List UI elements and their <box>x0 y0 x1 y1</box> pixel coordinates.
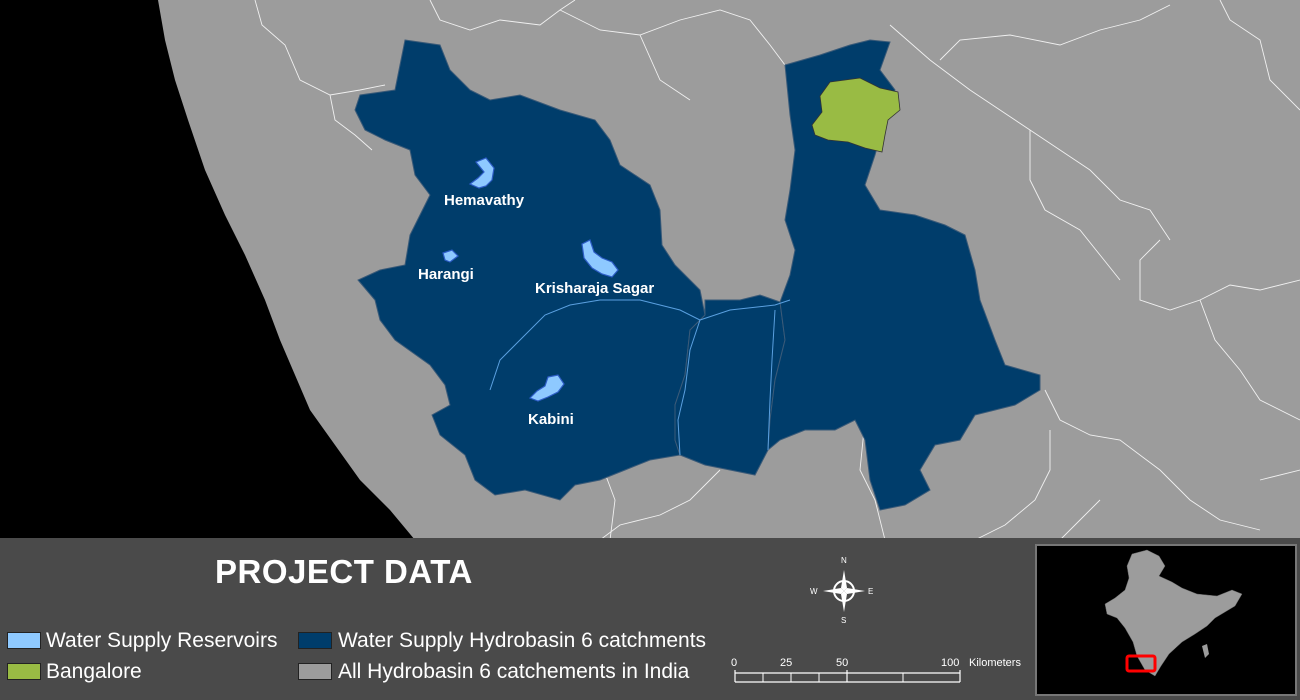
inset-map <box>1035 544 1297 696</box>
swatch-bangalore <box>7 663 41 680</box>
hydrobasin-boundaries <box>254 0 1300 540</box>
scale-unit: Kilometers <box>969 657 1021 669</box>
legend-catchments: Water Supply Hydrobasin 6 catchments <box>338 629 707 652</box>
label-krisharaja-sagar: Krisharaja Sagar <box>535 280 654 297</box>
main-map: Hemavathy Harangi Krisharaja Sagar Kabin… <box>158 0 1300 540</box>
water-supply-catchments <box>354 39 1041 511</box>
reservoir-harangi <box>442 249 459 263</box>
river <box>489 299 791 456</box>
scale-tick-25: 25 <box>780 657 792 669</box>
reservoir-hemavathy <box>468 157 495 189</box>
bangalore-area <box>811 77 901 153</box>
legend-reservoirs: Water Supply Reservoirs <box>46 629 278 652</box>
label-kabini: Kabini <box>528 411 574 428</box>
compass-s: S <box>841 616 846 625</box>
scale-tick-50: 50 <box>836 657 848 669</box>
scale-bar: 0 25 50 100 Kilometers <box>731 657 1021 683</box>
legend-bangalore: Bangalore <box>46 660 142 683</box>
reservoir-kabini <box>528 374 565 402</box>
reservoir-krisharaja-sagar <box>581 239 619 278</box>
scale-tick-100: 100 <box>941 657 959 669</box>
compass-e: E <box>868 587 873 596</box>
label-hemavathy: Hemavathy <box>444 192 525 209</box>
compass-w: W <box>810 587 818 596</box>
west-catchment <box>354 39 706 501</box>
india-outline <box>1104 549 1243 677</box>
middle-catchment <box>674 294 786 476</box>
swatch-catchments <box>298 632 332 649</box>
legend-title: PROJECT DATA <box>215 553 473 590</box>
swatch-reservoirs <box>7 632 41 649</box>
compass-icon: N S W E <box>810 556 873 625</box>
label-harangi: Harangi <box>418 266 474 283</box>
swatch-all-catchments <box>298 663 332 680</box>
reservoirs <box>442 157 619 402</box>
compass-n: N <box>841 556 847 565</box>
study-area-highlight <box>1125 654 1157 673</box>
scale-tick-0: 0 <box>731 657 737 669</box>
legend-all-catchments: All Hydrobasin 6 catchements in India <box>338 660 690 683</box>
